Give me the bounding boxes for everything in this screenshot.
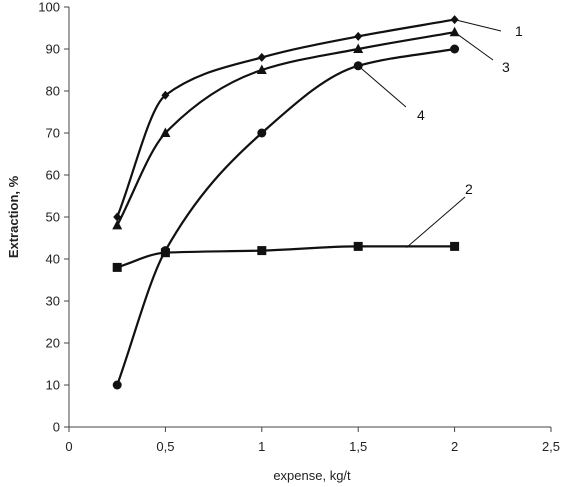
series-line-3: [116, 31, 455, 226]
data-point-series-3: [160, 127, 171, 137]
series-tags: 1 2 3 4: [357, 19, 523, 249]
series-markers: [112, 15, 460, 390]
y-tick-label: 60: [46, 168, 60, 183]
data-point-series-2: [353, 241, 363, 251]
data-point-series-2: [257, 246, 267, 256]
data-point-series-3: [353, 43, 364, 53]
x-tick-label: 2,5: [542, 439, 560, 454]
data-point-series-4: [160, 246, 170, 256]
data-point-series-4: [112, 380, 122, 390]
data-point-series-4: [257, 128, 267, 138]
data-point-series-4: [450, 44, 460, 54]
x-tick-label: 0: [65, 439, 72, 454]
series-lines: [116, 18, 455, 386]
series-tag-1: 1: [515, 23, 523, 39]
series-line-4: [116, 47, 455, 386]
x-axis-title: expense, kg/t: [273, 468, 351, 483]
data-point-series-1: [257, 52, 266, 62]
y-tick-label: 50: [46, 210, 60, 225]
y-tick-label: 40: [46, 252, 60, 267]
series-tag-leader-4: [357, 65, 407, 108]
axes: 0 10 20 30 40 50 60 70 80 90 100 0 0,5 1 1,5 2 2,5: [38, 0, 560, 454]
series-tag-2: 2: [465, 181, 473, 197]
data-point-series-3: [112, 219, 123, 230]
series-tag-leader-1: [454, 19, 502, 32]
data-point-series-2: [450, 241, 460, 251]
y-tick-label: 70: [46, 126, 60, 141]
y-tick-label: 80: [46, 84, 60, 99]
data-point-series-3: [256, 64, 267, 74]
series-tag-leader-3: [454, 31, 494, 61]
series-tag-3: 3: [502, 59, 510, 75]
data-point-series-2: [112, 262, 122, 272]
data-point-series-1: [354, 31, 363, 41]
x-tick-label: 2: [451, 439, 458, 454]
series-tag-leader-2: [406, 196, 466, 249]
y-tick-label: 0: [53, 420, 60, 435]
x-tick-label: 1,5: [349, 439, 367, 454]
data-point-series-1: [113, 212, 122, 222]
y-axis-title: Extraction, %: [6, 175, 21, 258]
series-line-1: [116, 18, 455, 218]
y-tick-label: 30: [46, 294, 60, 309]
x-tick-label: 0,5: [156, 439, 174, 454]
y-tick-label: 90: [46, 42, 60, 57]
y-tick-label: 100: [38, 0, 60, 15]
data-point-series-1: [161, 90, 170, 100]
x-tick-label: 1: [258, 439, 265, 454]
series-tag-4: 4: [417, 107, 425, 123]
y-tick-label: 10: [46, 378, 60, 393]
y-tick-label: 20: [46, 336, 60, 351]
